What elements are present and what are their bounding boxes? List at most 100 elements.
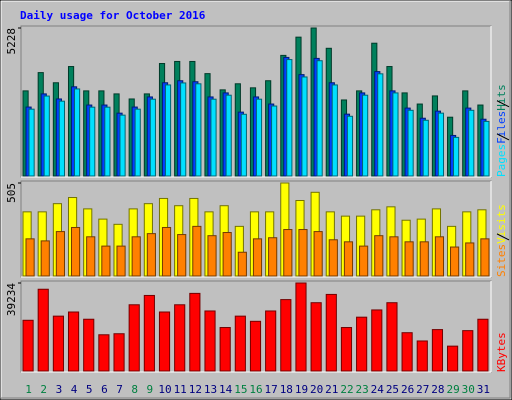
bar <box>174 304 186 372</box>
x-tick-label: 1 <box>25 383 32 396</box>
bar <box>480 238 490 277</box>
bar <box>483 120 490 177</box>
bar <box>313 231 323 277</box>
bar <box>416 340 428 372</box>
bar <box>356 316 368 372</box>
bar <box>477 318 489 372</box>
x-tick-label: 28 <box>431 383 444 396</box>
bar <box>280 299 292 372</box>
x-tick-label: 8 <box>131 383 138 396</box>
bar <box>401 332 413 372</box>
bar <box>192 225 202 277</box>
bar <box>149 98 156 177</box>
y-tick-label: 505 <box>5 183 18 203</box>
bar <box>359 245 369 277</box>
bar <box>271 105 278 177</box>
bar <box>134 108 141 177</box>
x-tick-label: 2 <box>40 383 47 396</box>
bar <box>131 236 141 277</box>
bar <box>283 229 293 277</box>
x-tick-label: 14 <box>219 383 233 396</box>
bar <box>462 330 474 372</box>
x-tick-label: 15 <box>234 383 247 396</box>
bar <box>286 59 293 177</box>
bar <box>447 345 459 372</box>
bar <box>195 83 202 177</box>
x-tick-label: 9 <box>147 383 154 396</box>
bar <box>252 238 263 277</box>
bar <box>161 226 172 277</box>
x-tick-label: 19 <box>295 383 308 396</box>
x-tick-label: 16 <box>249 383 262 396</box>
bar <box>164 84 172 177</box>
bar <box>240 113 247 177</box>
bar <box>374 235 384 277</box>
bar <box>189 292 201 372</box>
bar <box>86 236 96 277</box>
bar <box>73 88 81 177</box>
bar <box>101 245 111 277</box>
x-tick-label: 3 <box>56 383 63 396</box>
bar <box>83 318 95 372</box>
x-tick-label: 11 <box>174 383 187 396</box>
bar <box>328 239 338 277</box>
legend-entry: KBytes <box>495 332 508 372</box>
bar <box>204 310 216 372</box>
bar <box>128 304 140 372</box>
title: Daily usage for October 2016 <box>20 9 206 22</box>
bar <box>298 229 308 277</box>
bar <box>301 76 308 177</box>
bar <box>113 333 125 372</box>
bar <box>98 334 110 372</box>
bar <box>225 94 232 177</box>
bar <box>310 302 322 372</box>
legend: PagesFilesHits <box>495 84 508 177</box>
bar <box>431 329 444 372</box>
bar <box>219 327 231 372</box>
bar <box>180 82 187 177</box>
x-tick-label: 10 <box>158 383 171 396</box>
bar <box>43 95 50 177</box>
x-tick-label: 22 <box>340 383 353 396</box>
x-tick-label: 24 <box>371 383 385 396</box>
x-tick-label: 29 <box>446 383 459 396</box>
x-tick-label: 27 <box>416 383 429 396</box>
bar <box>325 293 337 372</box>
bar <box>437 112 445 177</box>
bar <box>146 233 156 277</box>
x-tick-label: 31 <box>477 383 490 396</box>
bar <box>453 136 460 177</box>
legend-entry: Visits <box>495 204 508 244</box>
bar <box>222 232 232 277</box>
bar <box>52 315 64 372</box>
x-tick-label: 5 <box>86 383 93 396</box>
bar <box>346 115 354 177</box>
bar <box>25 238 35 277</box>
legend-entry: Pages <box>495 144 508 177</box>
y-tick-label: 5228 <box>5 28 18 55</box>
legend-separator-group <box>496 133 510 141</box>
legend: SitesVisits <box>495 204 508 277</box>
y-tick-label: 39234 <box>5 283 18 316</box>
bar <box>377 73 384 177</box>
bar <box>177 234 187 277</box>
bar <box>89 106 96 177</box>
x-tick-label: 12 <box>189 383 202 396</box>
bar <box>404 241 414 277</box>
bar <box>28 108 35 177</box>
bar <box>265 310 277 372</box>
x-tick-label: 6 <box>101 383 108 396</box>
legend-entry: Hits <box>495 84 508 111</box>
x-tick-label: 23 <box>356 383 369 396</box>
bar <box>119 114 126 177</box>
bar <box>116 245 126 277</box>
bar <box>422 119 429 177</box>
x-tick-label: 26 <box>401 383 414 396</box>
bar <box>419 241 429 277</box>
bar <box>67 311 80 372</box>
bar <box>104 106 111 177</box>
bar <box>37 288 49 372</box>
bar <box>22 319 34 372</box>
